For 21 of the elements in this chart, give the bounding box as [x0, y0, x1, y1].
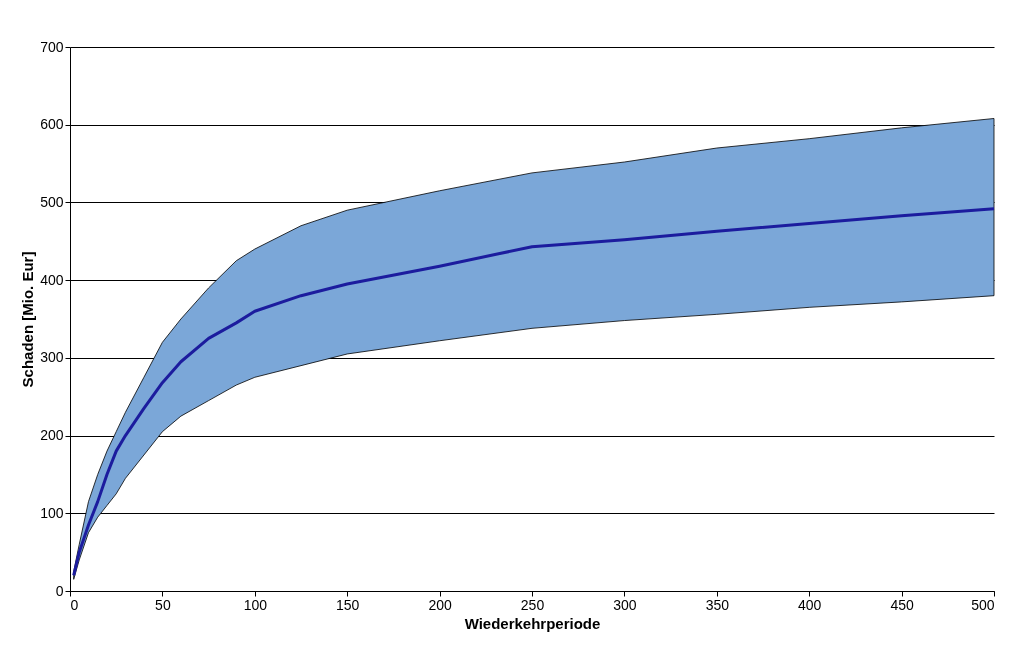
x-tick-label: 150	[336, 596, 360, 613]
y-tick-label: 0	[55, 582, 64, 599]
x-tick-label: 400	[798, 596, 822, 613]
x-tick-label: 250	[520, 596, 545, 613]
y-tick-label: 200	[40, 427, 64, 444]
x-tick-label: 200	[428, 596, 452, 613]
y-tick-label: 500	[40, 193, 64, 210]
x-axis-title: Wiederkehrperiode	[464, 614, 601, 632]
x-tick-label: 500	[971, 596, 995, 613]
y-tick-label: 600	[40, 116, 64, 133]
x-tick-label: 0	[70, 596, 79, 613]
y-tick-label: 100	[40, 504, 64, 521]
y-tick-label: 300	[40, 349, 64, 366]
y-axis-title: Schaden [Mio. Eur]	[19, 251, 37, 388]
x-tick-label: 450	[890, 596, 914, 613]
x-tick-label: 50	[155, 596, 171, 613]
x-tick-label: 100	[243, 596, 268, 613]
y-tick-label: 700	[40, 38, 64, 55]
x-tick-label: 300	[613, 596, 637, 613]
x-tick-label: 350	[705, 596, 730, 613]
y-tick-label: 400	[40, 271, 64, 288]
